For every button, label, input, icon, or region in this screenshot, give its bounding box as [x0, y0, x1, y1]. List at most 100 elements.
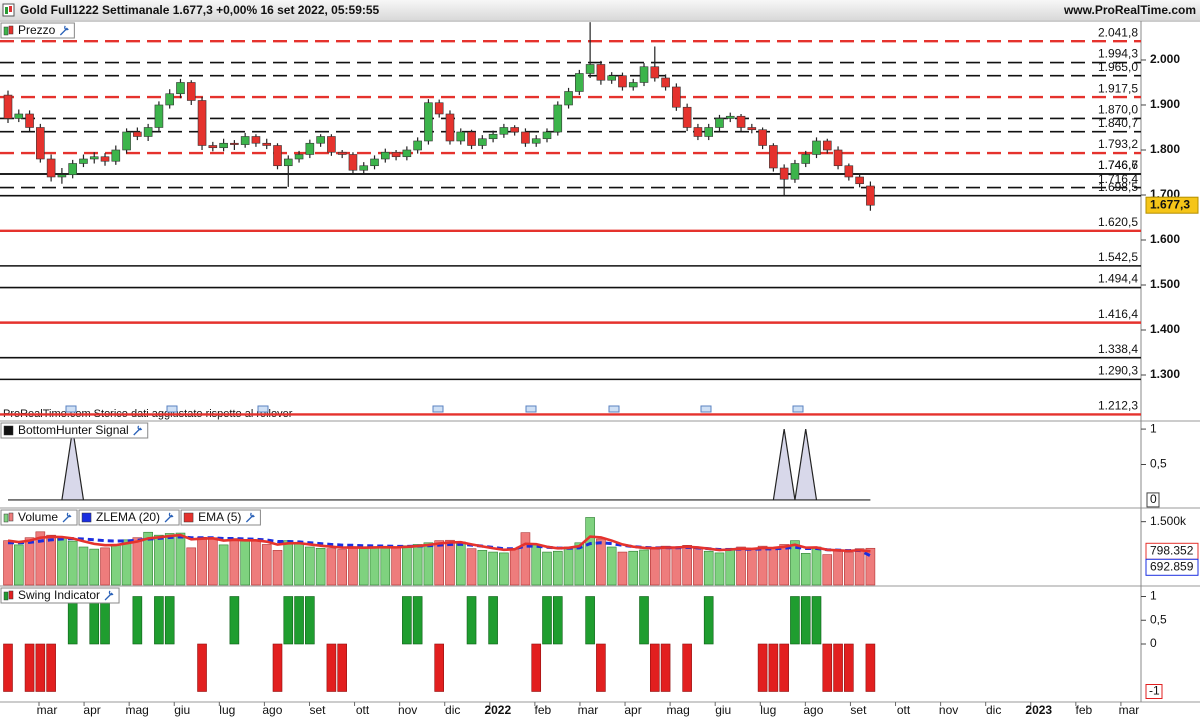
volume-bar: [639, 549, 649, 586]
volume-bar: [542, 551, 552, 586]
swing-bar: [466, 596, 477, 645]
volume-bar: [348, 546, 358, 586]
volume-bar: [757, 545, 768, 586]
event-flag[interactable]: [257, 405, 269, 413]
event-flag[interactable]: [525, 405, 537, 413]
last-value-box: [1146, 492, 1160, 508]
candle-body: [822, 140, 832, 151]
candle-body: [197, 100, 207, 146]
swing-bar: [542, 596, 552, 645]
y-tick-label: 1.800: [1150, 142, 1180, 156]
volume-bar: [13, 544, 24, 586]
candle-body: [348, 154, 358, 171]
event-flags: [65, 405, 804, 413]
x-tick-label: mar: [37, 703, 58, 717]
event-flag[interactable]: [792, 405, 804, 413]
icon-part: [3, 591, 9, 601]
level-label: 1.494,4: [1098, 272, 1138, 286]
candle-body: [628, 82, 638, 88]
level-label: 1.338,4: [1098, 342, 1138, 356]
candle-body: [230, 142, 239, 145]
level-label: 1.840,7: [1098, 116, 1138, 130]
volume-bar: [412, 544, 423, 586]
swing-bar: [844, 643, 854, 692]
panel-label-text: ZLEMA (20): [96, 510, 160, 524]
y-tick-label: 1.400: [1150, 322, 1180, 336]
x-tick-label: apr: [83, 703, 100, 717]
panel-label[interactable]: Prezzo: [0, 22, 75, 39]
level-label: 1.416,4: [1098, 307, 1138, 321]
panel-label[interactable]: BottomHunter Signal: [0, 422, 149, 439]
chart-title: Gold Full1222 Settimanale 1.677,3 +0,00%…: [20, 3, 380, 17]
settings-icon: [59, 25, 69, 36]
candle-body: [89, 156, 99, 160]
event-flag[interactable]: [166, 405, 178, 413]
y-tick-label: 1: [1150, 421, 1157, 435]
volume-bar: [822, 554, 833, 586]
y-tick-label: 1.500: [1150, 277, 1180, 291]
candle-body: [801, 154, 811, 164]
swing-bar: [154, 596, 164, 645]
x-tick-label: feb: [1075, 703, 1092, 717]
level-label: 1.698,5: [1098, 180, 1138, 194]
candle-body: [273, 145, 282, 167]
candle-body: [327, 136, 336, 153]
swing-bar: [639, 596, 649, 645]
swing-bar: [811, 596, 822, 645]
y-tick-label: 1: [1150, 589, 1157, 603]
panel-label[interactable]: Volume: [0, 509, 78, 526]
header-icon: [2, 3, 15, 17]
candle-body: [208, 145, 218, 149]
volume-bar: [3, 540, 13, 586]
panel-label[interactable]: EMA (5): [180, 509, 261, 526]
level-label: 1.917,5: [1098, 81, 1138, 95]
candle-body: [25, 113, 34, 128]
candle-body: [855, 176, 864, 185]
candle-body: [542, 131, 552, 140]
candle-body: [424, 102, 433, 142]
level-label: 1.746,6: [1098, 158, 1138, 172]
volume-bar: [423, 542, 434, 586]
site-name[interactable]: www.ProRealTime.com: [1063, 3, 1196, 17]
y-tick-label: 1.900: [1150, 97, 1180, 111]
candle-body: [391, 151, 401, 158]
x-tick-label: 2022: [484, 703, 511, 717]
candle-body: [790, 163, 800, 180]
volume-bar: [531, 544, 542, 586]
candle-body: [833, 149, 843, 167]
volume-bar: [520, 532, 531, 586]
volume-bar: [175, 532, 186, 586]
volume-bar: [164, 533, 175, 586]
volume-bar: [800, 553, 811, 586]
volume-bar: [326, 548, 337, 586]
swing-bar: [35, 643, 46, 692]
event-flag[interactable]: [432, 405, 444, 413]
event-flag[interactable]: [65, 405, 77, 413]
volume-bar: [596, 538, 606, 586]
candle-body: [305, 142, 315, 155]
candle-body: [36, 127, 45, 160]
icon-part: [8, 512, 14, 522]
volume-bar: [261, 544, 272, 586]
candle-body: [747, 127, 757, 131]
panel-label[interactable]: Swing Indicator: [0, 587, 120, 604]
swing-bar: [294, 596, 304, 645]
event-flag[interactable]: [608, 405, 620, 413]
volume-bar: [854, 548, 865, 586]
event-flag[interactable]: [700, 405, 712, 413]
volume-bar: [197, 536, 207, 586]
panel-label[interactable]: ZLEMA (20): [78, 509, 180, 526]
level-label: 2.041,8: [1098, 25, 1138, 39]
swing-bar: [197, 643, 207, 692]
volume-bar: [865, 547, 876, 586]
candle-body: [478, 138, 487, 146]
candle-body: [585, 64, 595, 74]
y-tick-label: 0,5: [1150, 612, 1167, 626]
level-label: 1.870,0: [1098, 103, 1138, 117]
x-tick-label: mar: [1119, 703, 1140, 717]
volume-bar: [78, 546, 89, 586]
settings-icon: [104, 590, 114, 601]
candle-body: [758, 129, 767, 146]
candle-body: [682, 106, 692, 128]
